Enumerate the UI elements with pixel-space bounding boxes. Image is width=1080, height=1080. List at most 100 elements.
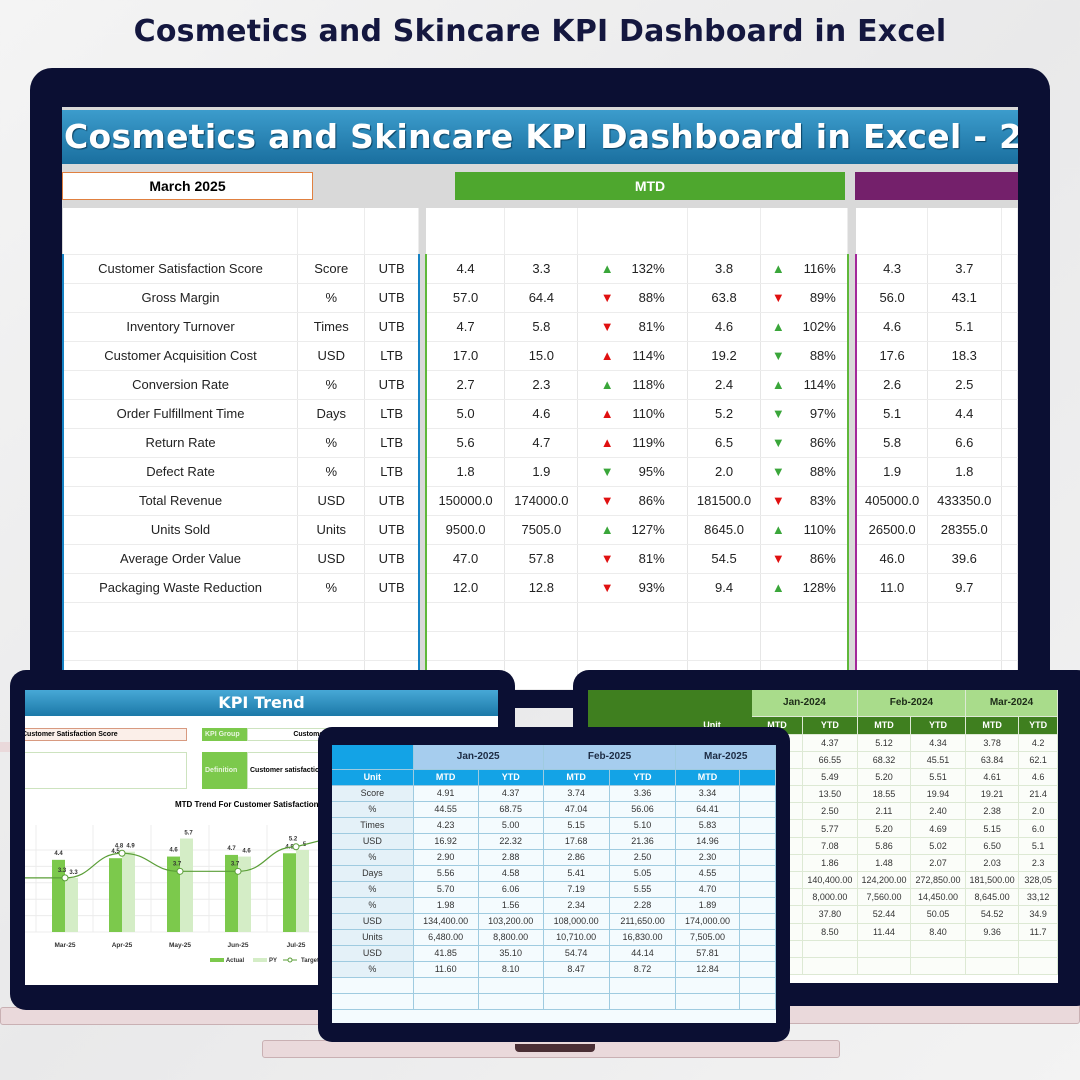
value-cell: 8,800.00 xyxy=(478,929,544,946)
empty-cell xyxy=(855,602,928,632)
table-row: 1.86 1.48 2.07 2.03 2.3 xyxy=(752,854,1058,873)
target-marker xyxy=(61,874,69,882)
value-cell: 4.91 xyxy=(413,785,479,802)
kpi-type: LTB xyxy=(364,428,420,458)
py-label: 3.3 xyxy=(69,870,78,876)
gap xyxy=(847,428,857,457)
kpi-select[interactable]: Customer Satisfaction Score xyxy=(25,728,187,741)
unit-cell: % xyxy=(332,897,414,914)
value-cell: 4.70 xyxy=(675,881,740,898)
actual-label: 4.4 xyxy=(54,851,63,857)
empty-cell xyxy=(504,631,579,661)
empty-cell xyxy=(424,631,506,661)
legend-actual-swatch xyxy=(210,958,224,962)
ytd-actual: 5.8 xyxy=(855,428,928,458)
empty-cell xyxy=(760,631,849,661)
mtd-py: 6.5 xyxy=(687,428,761,458)
value-cell: 68.32 xyxy=(857,751,912,769)
ytd-actual: 4.6 xyxy=(855,312,928,342)
value-cell: 1.86 xyxy=(802,854,858,873)
col-ytd-target: Target xyxy=(927,208,1002,255)
py-bar xyxy=(122,851,135,932)
ytd-target: 39.6 xyxy=(927,544,1002,574)
table-row: Units 6,480.00 8,800.00 10,710.00 16,830.00 7… xyxy=(332,929,776,946)
kpi-unit: Times xyxy=(297,312,366,342)
actual-label: 4.5 xyxy=(111,849,120,855)
actual-vs-py-cell: ▲ 116% xyxy=(760,254,849,284)
target-vs-actual-cell: ▲ 132% xyxy=(577,254,689,284)
kpi-unit: Score xyxy=(297,254,366,284)
target-vs-actual-pct: 132% xyxy=(631,261,665,276)
value-cell: 2.3 xyxy=(1018,854,1058,873)
unit-cell: USD xyxy=(332,913,414,930)
empty-cell xyxy=(297,602,366,632)
value-cell: 5.49 xyxy=(802,768,858,787)
table-row: 7.08 5.86 5.02 6.50 5.1 xyxy=(752,837,1058,855)
mtd-actual: 5.0 xyxy=(424,399,506,429)
actual-bar xyxy=(225,854,238,932)
gap xyxy=(418,544,426,573)
arrow-down-icon: ▼ xyxy=(600,319,614,334)
ytd-more xyxy=(1001,457,1018,487)
empty-cell xyxy=(297,631,366,661)
month-header: Mar-2024 xyxy=(965,690,1058,717)
kpi-unit: % xyxy=(297,573,366,603)
gap xyxy=(847,457,857,486)
kpi-type: LTB xyxy=(364,341,420,371)
arrow-up-icon: ▲ xyxy=(771,522,785,537)
mtd-target: 3.3 xyxy=(504,254,579,284)
kpi-type: UTB xyxy=(364,370,420,400)
sub-header: YTD xyxy=(478,769,544,786)
actual-vs-py-pct: 110% xyxy=(803,522,836,537)
value-cell: 2.30 xyxy=(675,849,740,866)
empty-cell xyxy=(413,993,479,1010)
target-vs-actual-cell: ▼ 86% xyxy=(577,486,689,516)
unit-cell: Units xyxy=(332,929,414,946)
value-cell: 5.10 xyxy=(609,817,677,834)
value-cell: 103,200.00 xyxy=(478,913,544,930)
value-cell: 1.98 xyxy=(413,897,479,914)
gap xyxy=(418,515,426,544)
table-row: % 5.70 6.06 7.19 5.55 4.70 xyxy=(332,881,776,898)
ytd-target: 18.3 xyxy=(927,341,1002,371)
month-selector[interactable]: March 2025 xyxy=(62,172,313,200)
mtd-py: 54.5 xyxy=(687,544,761,574)
sub-header: MTD xyxy=(675,769,740,786)
empty-cell xyxy=(577,602,689,632)
mtd-actual: 150000.0 xyxy=(424,486,506,516)
table-row: 8.50 11.44 8.40 9.36 11.7 xyxy=(752,923,1058,941)
actual-vs-py-pct: 116% xyxy=(803,261,836,276)
value-cell: 4.34 xyxy=(910,734,966,752)
value-cell: 5.15 xyxy=(543,817,610,834)
ytd-target: 9.7 xyxy=(927,573,1002,603)
target-label: 4.8 xyxy=(115,843,124,849)
kpi-unit: % xyxy=(297,283,366,313)
ytd-section-header xyxy=(855,172,1018,200)
target-label: 3.3 xyxy=(58,868,67,874)
ytd-more xyxy=(1001,544,1018,574)
value-cell xyxy=(739,801,776,818)
value-cell: 5.51 xyxy=(910,768,966,787)
empty-cell xyxy=(332,977,414,994)
target-vs-actual-cell: ▼ 93% xyxy=(577,573,689,603)
kpi-type: LTB xyxy=(364,457,420,487)
value-cell: 63.84 xyxy=(965,751,1020,769)
kpi-name: Average Order Value xyxy=(62,544,299,574)
value-cell: 2.07 xyxy=(910,854,966,873)
value-cell: 134,400.00 xyxy=(413,913,479,930)
col-ytd-more xyxy=(1001,208,1018,255)
kpi-row: Total Revenue USD UTB 150000.0 174000.0 ▼ 86% 1… xyxy=(62,486,1018,516)
value-cell: 66.55 xyxy=(802,751,858,769)
gap xyxy=(418,254,426,283)
arrow-down-icon: ▼ xyxy=(600,551,614,566)
value-cell xyxy=(739,849,776,866)
kpi-row: Return Rate% LTB 5.6 4.7 ▲ 119% 6.5 ▼ 86% 5.8 6.6 xyxy=(62,428,1018,458)
arrow-down-icon: ▼ xyxy=(771,493,785,508)
table-row: % 11.60 8.10 8.47 8.72 12.84 xyxy=(332,961,776,978)
month-header: Mar-2025 xyxy=(675,745,776,770)
gap xyxy=(847,544,857,573)
actual-vs-py-pct: 97% xyxy=(809,406,836,421)
unit-cell: USD xyxy=(332,833,414,850)
sub-header: YTD xyxy=(1018,716,1058,735)
value-cell: 10,710.00 xyxy=(543,929,610,946)
